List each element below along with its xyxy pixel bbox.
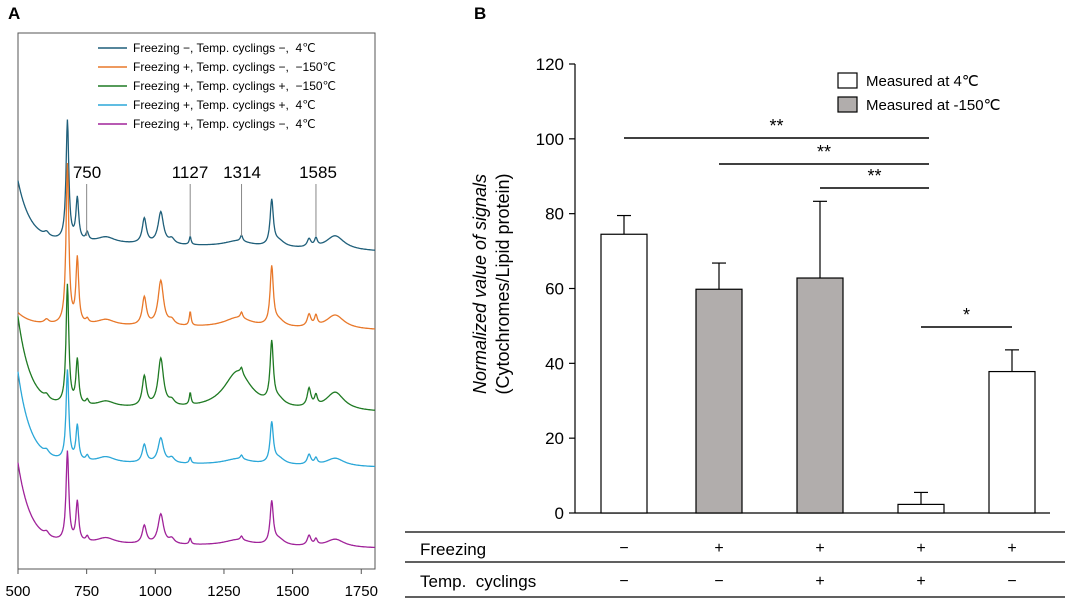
freezing-cell: + bbox=[1007, 540, 1016, 557]
legend-swatch-4c bbox=[837, 72, 858, 89]
significance-label: ** bbox=[769, 116, 783, 136]
peak-label: 750 bbox=[73, 163, 101, 182]
legend-label-minus150c: Measured at -150℃ bbox=[866, 97, 1000, 114]
spectrum-line-2 bbox=[17, 162, 376, 330]
legend-swatch-minus150c bbox=[837, 96, 858, 113]
x-tick-label: 500 bbox=[5, 583, 30, 600]
y-tick-label: 100 bbox=[536, 130, 564, 149]
bar-1 bbox=[600, 233, 648, 514]
freezing-cell: + bbox=[714, 540, 723, 557]
cycling-cell: + bbox=[916, 573, 925, 590]
legend-label-4: Freezing +, Temp. cyclings +, 4℃ bbox=[133, 98, 316, 112]
bar-5 bbox=[988, 370, 1036, 514]
x-tick-label: 1250 bbox=[207, 583, 240, 600]
peak-label: 1585 bbox=[299, 163, 337, 182]
bar-y-axis: 0 20 40 60 80 100 120 bbox=[536, 55, 1050, 523]
cycling-cell: − bbox=[1007, 573, 1016, 590]
spectrum-line-3 bbox=[17, 283, 376, 411]
significance-brackets: ******* bbox=[624, 116, 1012, 328]
freezing-cell: + bbox=[815, 540, 824, 557]
legend-label-3: Freezing +, Temp. cyclings +, −150℃ bbox=[133, 79, 336, 93]
cycling-cell: − bbox=[714, 573, 723, 590]
cycling-cell: − bbox=[619, 573, 628, 590]
row-label-freezing: Freezing bbox=[420, 540, 486, 559]
significance-label: ** bbox=[867, 166, 881, 186]
spectrum-line-4 bbox=[17, 369, 376, 468]
condition-table: − + + + + − − + + − bbox=[619, 540, 1016, 590]
spectrum-line-5 bbox=[17, 450, 376, 549]
spectra-frame bbox=[17, 32, 376, 570]
bar-4 bbox=[897, 503, 945, 514]
cycling-cell: + bbox=[815, 573, 824, 590]
peak-label: 1314 bbox=[223, 163, 261, 182]
x-tick-label: 1000 bbox=[139, 583, 172, 600]
spectra-lines bbox=[17, 119, 376, 549]
spectra-legend: Freezing −, Temp. cyclings −, 4℃ Freezing… bbox=[98, 41, 336, 131]
y-tick-label: 120 bbox=[536, 55, 564, 74]
spectrum-line-1 bbox=[17, 119, 375, 251]
x-tick-label: 750 bbox=[74, 583, 99, 600]
peak-label: 1127 bbox=[172, 163, 209, 182]
y-axis-label-line1: Normalized value of signals bbox=[470, 174, 490, 394]
spectra-x-axis: 500 750 1000 1250 1500 1750 bbox=[5, 569, 378, 600]
panel-a-label: A bbox=[8, 4, 20, 23]
bar-3 bbox=[796, 277, 844, 514]
peak-markers: 750 1127 1314 1585 bbox=[73, 163, 337, 236]
y-tick-label: 0 bbox=[555, 504, 564, 523]
y-tick-label: 60 bbox=[545, 280, 564, 299]
y-axis-label-line2: (Cytochromes/Lipid protein) bbox=[493, 173, 513, 394]
y-tick-label: 80 bbox=[545, 205, 564, 224]
y-tick-label: 40 bbox=[545, 354, 564, 373]
significance-label: ** bbox=[817, 142, 831, 162]
freezing-cell: − bbox=[619, 540, 628, 557]
significance-label: * bbox=[963, 305, 970, 325]
legend-label-5: Freezing +, Temp. cyclings −, 4℃ bbox=[133, 117, 316, 131]
freezing-cell: + bbox=[916, 540, 925, 557]
legend-label-1: Freezing −, Temp. cyclings −, 4℃ bbox=[133, 41, 316, 55]
bar-2 bbox=[695, 288, 743, 514]
legend-label-2: Freezing +, Temp. cyclings −, −150℃ bbox=[133, 60, 336, 74]
x-tick-label: 1500 bbox=[276, 583, 309, 600]
bars bbox=[600, 200, 1036, 514]
panel-b-label: B bbox=[474, 4, 486, 23]
legend-label-4c: Measured at 4℃ bbox=[866, 73, 979, 90]
row-label-temp-cyclings: Temp. cyclings bbox=[420, 572, 536, 591]
x-tick-label: 1750 bbox=[345, 583, 378, 600]
y-tick-label: 20 bbox=[545, 429, 564, 448]
